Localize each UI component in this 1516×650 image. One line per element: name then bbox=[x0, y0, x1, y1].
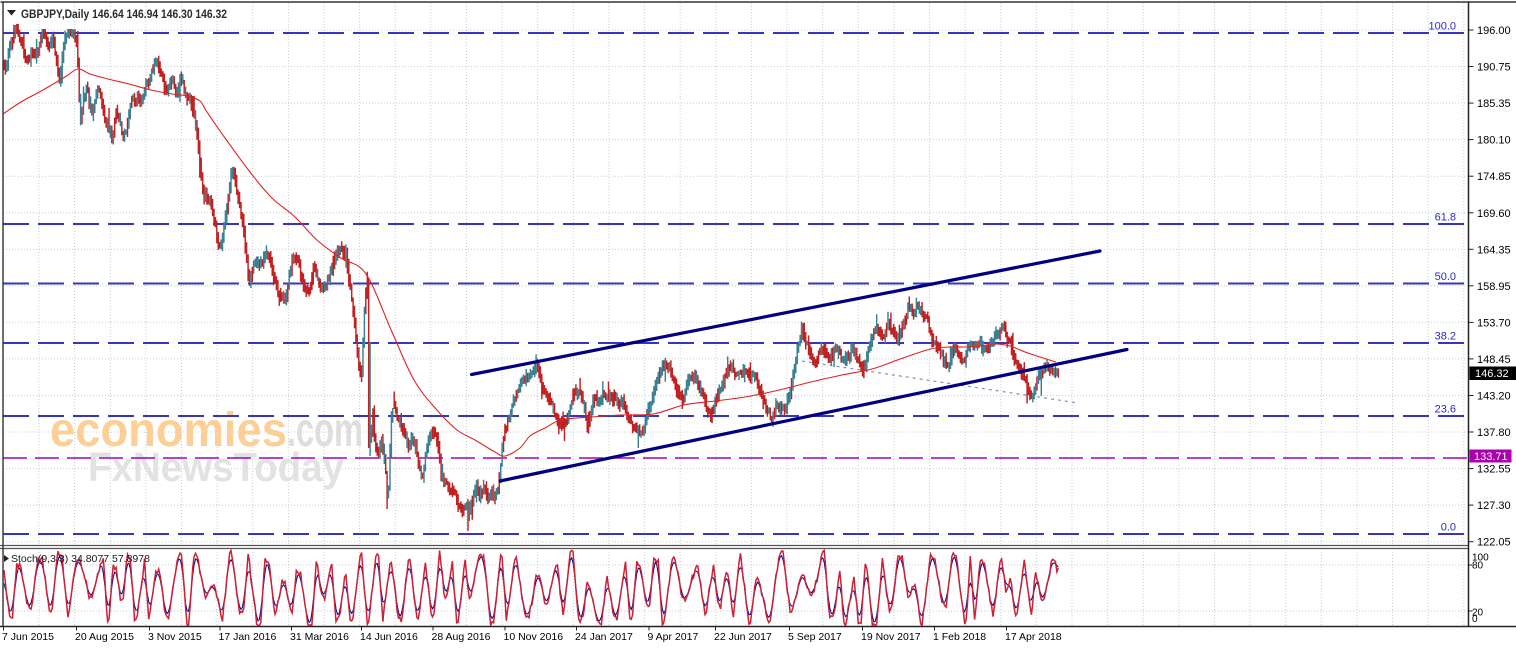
svg-text:14 Jun 2016: 14 Jun 2016 bbox=[360, 631, 418, 643]
svg-text:1 Feb 2018: 1 Feb 2018 bbox=[933, 631, 986, 643]
svg-text:146.32: 146.32 bbox=[1475, 368, 1509, 380]
svg-text:19 Nov 2017: 19 Nov 2017 bbox=[861, 631, 921, 643]
svg-text:61.8: 61.8 bbox=[1435, 212, 1456, 224]
svg-text:5 Sep 2017: 5 Sep 2017 bbox=[788, 631, 842, 643]
svg-text:FxNewsToday: FxNewsToday bbox=[88, 444, 344, 490]
svg-text:GBPJPY,Daily 146.64 146.94 14: GBPJPY,Daily 146.64 146.94 146.30 146.32 bbox=[21, 9, 227, 21]
svg-text:133.71: 133.71 bbox=[1474, 451, 1508, 463]
svg-text:23.6: 23.6 bbox=[1435, 404, 1456, 416]
svg-text:economies: economies bbox=[50, 404, 287, 457]
svg-text:153.70: 153.70 bbox=[1477, 317, 1511, 329]
svg-text:0: 0 bbox=[1472, 614, 1478, 625]
svg-text:169.60: 169.60 bbox=[1477, 208, 1511, 220]
svg-text:20 Aug 2015: 20 Aug 2015 bbox=[75, 631, 134, 643]
svg-text:158.95: 158.95 bbox=[1477, 281, 1511, 293]
svg-text:148.45: 148.45 bbox=[1477, 354, 1511, 366]
svg-text:185.35: 185.35 bbox=[1477, 98, 1511, 110]
svg-text:17 Jan 2016: 17 Jan 2016 bbox=[219, 631, 277, 643]
svg-text:24 Jan 2017: 24 Jan 2017 bbox=[575, 631, 633, 643]
svg-text:7 Jun 2015: 7 Jun 2015 bbox=[2, 631, 54, 643]
svg-text:174.85: 174.85 bbox=[1477, 171, 1511, 183]
svg-text:132.55: 132.55 bbox=[1477, 464, 1511, 476]
svg-text:164.35: 164.35 bbox=[1477, 244, 1511, 256]
svg-text:143.20: 143.20 bbox=[1477, 391, 1511, 403]
svg-text:9 Apr 2017: 9 Apr 2017 bbox=[648, 631, 699, 643]
svg-text:28 Aug 2016: 28 Aug 2016 bbox=[432, 631, 491, 643]
svg-text:Stoch(9,3,3) 34.8077 57.8978: Stoch(9,3,3) 34.8077 57.8978 bbox=[11, 553, 150, 565]
svg-text:137.80: 137.80 bbox=[1477, 427, 1511, 439]
svg-text:3 Nov 2015: 3 Nov 2015 bbox=[148, 631, 202, 643]
svg-text:38.2: 38.2 bbox=[1435, 331, 1456, 343]
svg-text:50.0: 50.0 bbox=[1435, 271, 1456, 283]
svg-text:.com: .com bbox=[287, 404, 363, 457]
svg-text:22 Jun 2017: 22 Jun 2017 bbox=[714, 631, 772, 643]
svg-text:17 Apr 2018: 17 Apr 2018 bbox=[1005, 631, 1062, 643]
svg-text:100: 100 bbox=[1472, 553, 1489, 564]
svg-text:196.00: 196.00 bbox=[1477, 25, 1511, 37]
svg-text:180.10: 180.10 bbox=[1477, 135, 1511, 147]
svg-text:190.75: 190.75 bbox=[1477, 62, 1511, 74]
svg-text:80: 80 bbox=[1472, 561, 1484, 572]
svg-text:122.05: 122.05 bbox=[1477, 537, 1511, 549]
svg-text:31 Mar 2016: 31 Mar 2016 bbox=[290, 631, 349, 643]
svg-text:20: 20 bbox=[1472, 608, 1484, 619]
svg-text:100.0: 100.0 bbox=[1428, 21, 1456, 33]
svg-text:127.30: 127.30 bbox=[1477, 500, 1511, 512]
svg-text:0.0: 0.0 bbox=[1441, 522, 1456, 534]
svg-text:10 Nov 2016: 10 Nov 2016 bbox=[504, 631, 564, 643]
